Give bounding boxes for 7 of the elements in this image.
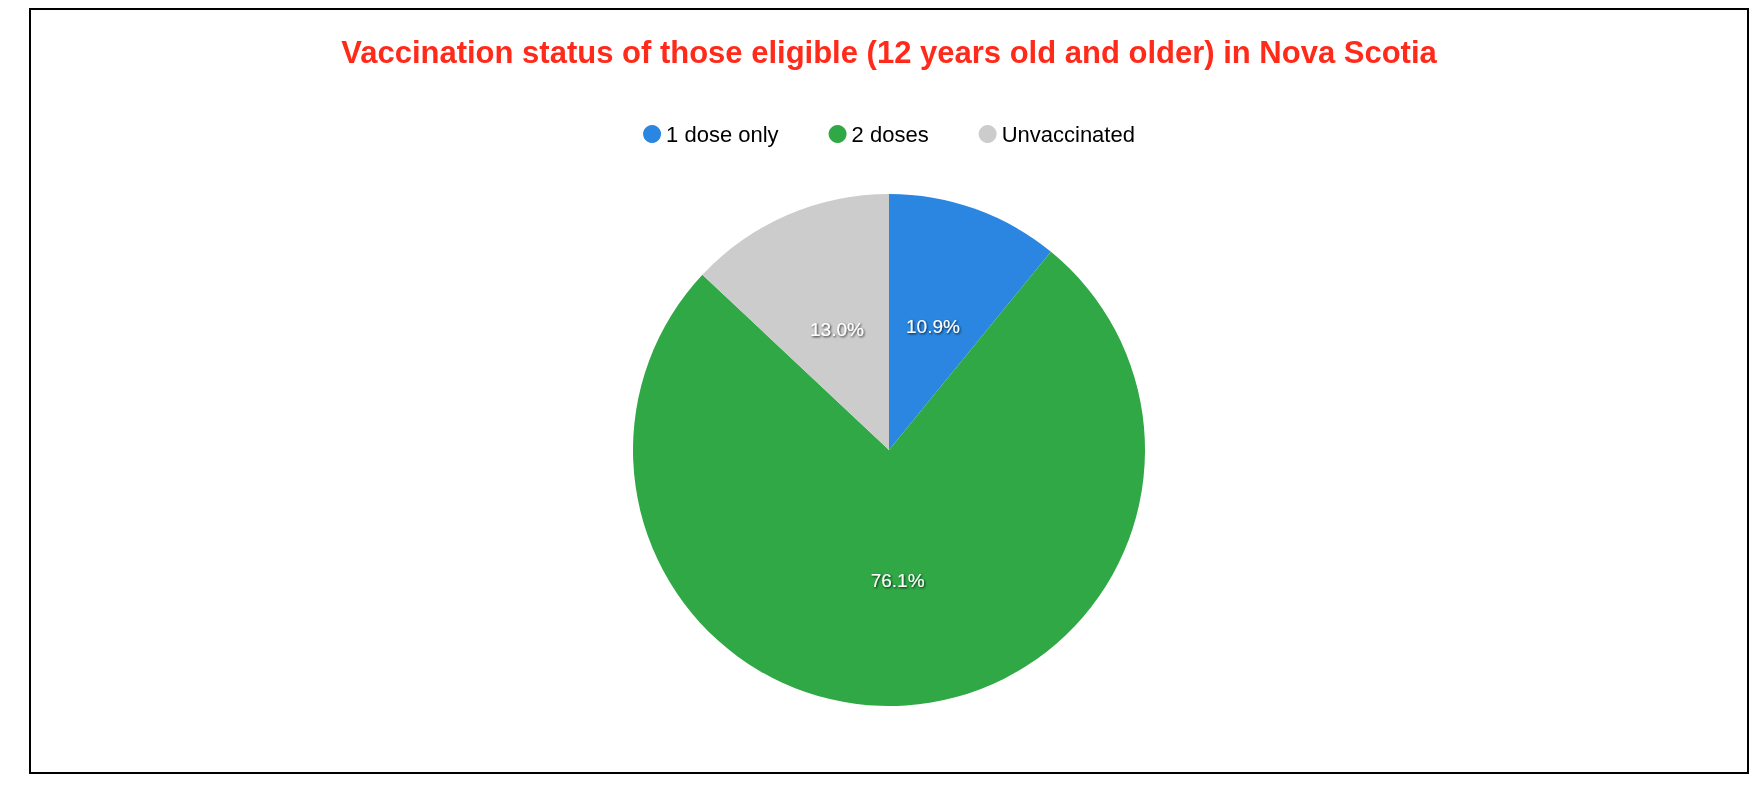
data-label: 13.0%: [810, 319, 865, 341]
data-label: 76.1%: [870, 570, 925, 592]
legend-label: 1 dose only: [666, 121, 779, 147]
legend-label: 2 doses: [851, 121, 929, 147]
chart-title: Vaccination status of those eligible (12 years old and older) in Nova Scotia: [341, 35, 1438, 70]
data-label: 10.9%: [906, 316, 961, 338]
legend-label: Unvaccinated: [1001, 121, 1135, 147]
